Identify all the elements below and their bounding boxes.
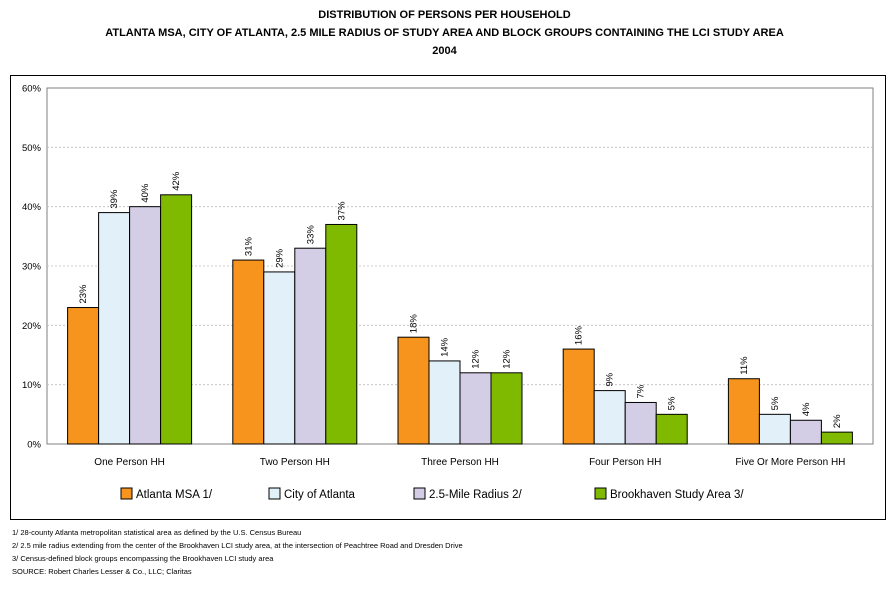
- data-label: 14%: [440, 337, 451, 357]
- x-tick-label: Five Or More Person HH: [735, 457, 845, 468]
- x-tick-label: Three Person HH: [421, 457, 499, 468]
- bar-3-2: [490, 372, 523, 445]
- bar-0-0: [67, 307, 100, 445]
- data-label: 37%: [336, 201, 347, 221]
- bar-2-0: [129, 206, 162, 445]
- y-tick-label: 60%: [22, 84, 42, 95]
- data-label: 12%: [471, 349, 482, 369]
- chart-title-line1: DISTRIBUTION OF PERSONS PER HOUSEHOLD: [318, 9, 571, 21]
- legend-label-0: Atlanta MSA 1/: [136, 489, 213, 501]
- chart-titles: DISTRIBUTION OF PERSONS PER HOUSEHOLD AT…: [0, 6, 889, 60]
- bar-1-2: [428, 360, 461, 445]
- bar-2-4: [789, 419, 822, 445]
- x-tick-label: One Person HH: [94, 457, 165, 468]
- bar-0-2: [397, 336, 430, 445]
- bar-1-1: [263, 271, 296, 445]
- bar-1-4: [758, 413, 791, 445]
- bar-2-1: [294, 247, 327, 445]
- chart-title-line3: 2004: [432, 45, 457, 57]
- data-label: 23%: [78, 284, 89, 304]
- data-label: 40%: [140, 183, 151, 203]
- bar-0-1: [232, 259, 265, 445]
- data-label: 4%: [801, 402, 812, 416]
- x-tick-label: Four Person HH: [589, 457, 661, 468]
- bar-1-3: [593, 390, 626, 445]
- footnotes: 1/ 28-county Atlanta metropolitan statis…: [12, 526, 463, 578]
- bar-1-0: [98, 212, 131, 445]
- data-label: 5%: [770, 396, 781, 410]
- data-label: 12%: [502, 349, 513, 369]
- y-tick-label: 0%: [27, 440, 41, 451]
- chart-frame: 0% 10% 20% 30% 40% 50% 60% 23% 39% 40% 42% One Pers…: [10, 75, 886, 520]
- footnote-source: SOURCE: Robert Charles Lesser & Co., LLC…: [12, 567, 192, 576]
- data-label: 2%: [832, 414, 843, 428]
- data-label: 9%: [605, 372, 616, 386]
- chart-title-line2: ATLANTA MSA, CITY OF ATLANTA, 2.5 MILE R…: [105, 27, 784, 39]
- footnote-1: 1/ 28-county Atlanta metropolitan statis…: [12, 528, 302, 537]
- data-label: 18%: [409, 314, 420, 334]
- legend-label-1: City of Atlanta: [284, 489, 356, 501]
- bar-chart: 0% 10% 20% 30% 40% 50% 60% 23% 39% 40% 42% One Pers…: [22, 84, 874, 501]
- legend-swatch-2: [413, 487, 426, 500]
- bar-0-3: [562, 348, 595, 445]
- bar-3-4: [820, 431, 853, 445]
- bar-3-3: [655, 413, 688, 445]
- data-label: 39%: [109, 189, 120, 209]
- x-tick-label: Two Person HH: [260, 457, 330, 468]
- y-tick-label: 40%: [22, 202, 42, 213]
- data-label: 5%: [667, 396, 678, 410]
- data-label: 29%: [274, 248, 285, 268]
- footnote-2: 2/ 2.5 mile radius extending from the ce…: [12, 541, 463, 550]
- data-label: 16%: [574, 325, 585, 345]
- data-label: 7%: [636, 384, 647, 398]
- bar-2-3: [624, 401, 657, 445]
- y-tick-label: 30%: [22, 262, 42, 273]
- data-label: 33%: [305, 225, 316, 245]
- footnote-3: 3/ Census-defined block groups encompass…: [12, 554, 274, 563]
- legend-swatch-1: [268, 487, 281, 500]
- data-label: 31%: [243, 236, 254, 256]
- legend-label-2: 2.5-Mile Radius 2/: [429, 489, 522, 501]
- legend-label-3: Brookhaven Study Area 3/: [610, 489, 744, 501]
- legend-swatch-3: [594, 487, 607, 500]
- data-label: 11%: [739, 356, 750, 375]
- y-tick-label: 20%: [22, 321, 42, 332]
- bar-3-1: [325, 223, 358, 445]
- bar-2-2: [459, 372, 492, 445]
- data-label: 42%: [171, 171, 182, 191]
- legend-swatch-0: [120, 487, 133, 500]
- y-tick-label: 10%: [22, 380, 42, 391]
- bar-3-0: [160, 194, 193, 445]
- bar-0-4: [727, 378, 760, 445]
- y-tick-label: 50%: [22, 143, 42, 154]
